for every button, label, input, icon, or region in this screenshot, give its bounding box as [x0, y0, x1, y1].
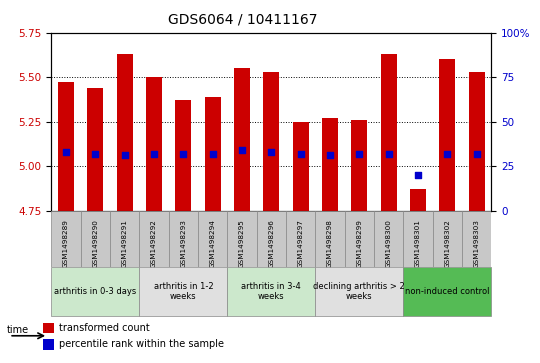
- Text: GSM1498290: GSM1498290: [92, 219, 98, 268]
- Bar: [198, 211, 227, 267]
- Text: GSM1498303: GSM1498303: [474, 219, 480, 268]
- Bar: [227, 267, 315, 316]
- Text: arthritis in 3-4
weeks: arthritis in 3-4 weeks: [241, 282, 301, 301]
- Bar: [352, 120, 367, 211]
- Bar: [58, 82, 74, 211]
- Text: GSM1498301: GSM1498301: [415, 219, 421, 268]
- Bar: [293, 122, 309, 211]
- Bar: [315, 267, 403, 316]
- Bar: [43, 323, 53, 333]
- Text: declining arthritis > 2
weeks: declining arthritis > 2 weeks: [314, 282, 405, 301]
- Text: GSM1498295: GSM1498295: [239, 219, 245, 268]
- Bar: [381, 54, 397, 211]
- Text: GSM1498293: GSM1498293: [180, 219, 186, 268]
- Text: GDS6064 / 10411167: GDS6064 / 10411167: [168, 13, 318, 27]
- Bar: [110, 211, 139, 267]
- Text: arthritis in 0-3 days: arthritis in 0-3 days: [54, 287, 137, 296]
- Bar: [403, 267, 491, 316]
- Bar: [168, 211, 198, 267]
- Text: GSM1498300: GSM1498300: [386, 219, 392, 268]
- Bar: [139, 211, 168, 267]
- Bar: [87, 88, 103, 211]
- Bar: [440, 59, 455, 211]
- Point: [179, 151, 188, 156]
- Text: GSM1498298: GSM1498298: [327, 219, 333, 268]
- Point: [150, 151, 158, 156]
- Text: GSM1498302: GSM1498302: [444, 219, 450, 268]
- Text: percentile rank within the sample: percentile rank within the sample: [59, 339, 224, 350]
- Bar: [139, 267, 227, 316]
- Bar: [315, 211, 345, 267]
- Bar: [286, 211, 315, 267]
- Bar: [264, 72, 279, 211]
- Text: GSM1498289: GSM1498289: [63, 219, 69, 268]
- Bar: [374, 211, 403, 267]
- Bar: [462, 211, 491, 267]
- Point: [62, 149, 70, 155]
- Bar: [205, 97, 221, 211]
- Text: GSM1498291: GSM1498291: [122, 219, 127, 268]
- Point: [91, 151, 100, 156]
- Point: [267, 149, 276, 155]
- Bar: [433, 211, 462, 267]
- Bar: [117, 54, 133, 211]
- Point: [296, 151, 305, 156]
- Bar: [176, 100, 191, 211]
- Point: [472, 151, 481, 156]
- Bar: [80, 211, 110, 267]
- Point: [443, 151, 451, 156]
- Bar: [345, 211, 374, 267]
- Text: GSM1498292: GSM1498292: [151, 219, 157, 268]
- Text: GSM1498294: GSM1498294: [210, 219, 215, 268]
- Bar: [256, 211, 286, 267]
- Bar: [469, 72, 485, 211]
- Bar: [403, 211, 433, 267]
- Point: [384, 151, 393, 156]
- Bar: [227, 211, 256, 267]
- Bar: [410, 189, 426, 211]
- Bar: [51, 267, 139, 316]
- Bar: [234, 68, 250, 211]
- Point: [208, 151, 217, 156]
- Bar: [322, 118, 338, 211]
- Bar: [43, 339, 53, 350]
- Point: [414, 172, 422, 178]
- Text: non-induced control: non-induced control: [405, 287, 490, 296]
- Text: GSM1498297: GSM1498297: [298, 219, 303, 268]
- Text: time: time: [7, 325, 29, 335]
- Point: [238, 147, 246, 153]
- Text: GSM1498299: GSM1498299: [356, 219, 362, 268]
- Bar: [51, 211, 80, 267]
- Point: [355, 151, 364, 156]
- Text: arthritis in 1-2
weeks: arthritis in 1-2 weeks: [153, 282, 213, 301]
- Text: GSM1498296: GSM1498296: [268, 219, 274, 268]
- Point: [120, 152, 129, 158]
- Text: transformed count: transformed count: [59, 323, 150, 333]
- Bar: [146, 77, 162, 211]
- Point: [326, 152, 334, 158]
